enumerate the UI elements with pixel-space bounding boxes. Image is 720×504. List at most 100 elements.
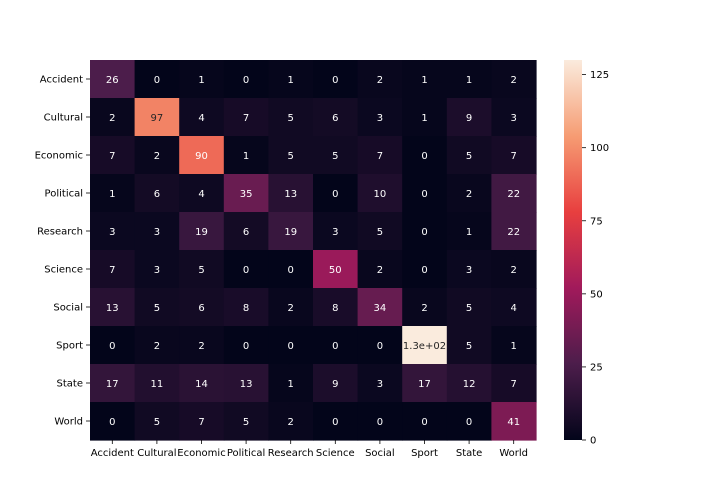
cell-annotation: 26 — [106, 75, 119, 86]
heatmap-cell-science-science — [313, 250, 359, 289]
heatmap-cell-research-sport — [402, 212, 448, 251]
heatmap-cell-research-world — [491, 212, 537, 251]
x-tick-label-economic: Economic — [177, 448, 225, 459]
cell-annotation: 7 — [109, 265, 115, 276]
heatmap-cell-accident-research — [268, 60, 314, 99]
heatmap-cell-world-research — [268, 402, 314, 441]
heatmap-cell-research-social — [357, 212, 403, 251]
heatmap-cell-research-political — [223, 212, 269, 251]
cell-annotation: 1 — [421, 113, 427, 124]
cell-annotation: 0 — [332, 75, 338, 86]
heatmap-cell-economic-accident — [90, 136, 136, 175]
y-tick-label-state: State — [57, 379, 83, 390]
cell-annotation: 7 — [198, 417, 204, 428]
cell-annotation: 2 — [154, 341, 160, 352]
cell-annotation: 19 — [284, 227, 297, 238]
cell-annotation: 5 — [154, 303, 160, 314]
heatmap-cell-economic-research — [268, 136, 314, 175]
cell-annotation: 9 — [466, 113, 472, 124]
heatmap-cell-state-world — [491, 364, 537, 403]
cell-annotation: 22 — [507, 227, 520, 238]
heatmap-cell-accident-accident — [90, 60, 136, 99]
cell-annotation: 4 — [511, 303, 517, 314]
cell-annotation: 1 — [109, 189, 115, 200]
heatmap-cell-cultural-cultural — [134, 98, 180, 137]
cell-annotation: 5 — [466, 341, 472, 352]
heatmap-cell-world-science — [313, 402, 359, 441]
cell-annotation: 6 — [154, 189, 160, 200]
heatmap-cell-social-accident — [90, 288, 136, 327]
colorbar: 0 25 50 75 100 125 — [564, 60, 609, 447]
cell-annotation: 90 — [195, 151, 208, 162]
cell-annotation: 22 — [507, 189, 520, 200]
cell-annotation: 0 — [243, 75, 249, 86]
cell-annotation: 12 — [463, 379, 476, 390]
cell-annotation: 0 — [377, 417, 383, 428]
x-tick-label-cultural: Cultural — [137, 448, 176, 459]
heatmap-cell-research-accident — [90, 212, 136, 251]
cell-annotation: 17 — [106, 379, 119, 390]
heatmap-cell-political-science — [313, 174, 359, 213]
heatmap-cell-accident-political — [223, 60, 269, 99]
cell-annotation: 0 — [466, 417, 472, 428]
colorbar-tick-label: 0 — [590, 436, 596, 447]
heatmap-cell-social-sport — [402, 288, 448, 327]
heatmap-cell-sport-research — [268, 326, 314, 365]
cell-annotation: 2 — [109, 113, 115, 124]
y-tick-label-social: Social — [53, 303, 83, 314]
cell-annotations: 26 0 1 0 1 0 2 1 1 22 97 4 7 5 6 3 1 9 37 2 90 1 5 5 7 0 5 71 6 4 35 13… — [106, 75, 520, 428]
heatmap-cell-economic-cultural — [134, 136, 180, 175]
heatmap-cell-state-cultural — [134, 364, 180, 403]
heatmap-cell-social-cultural — [134, 288, 180, 327]
heatmap-cell-world-world — [491, 402, 537, 441]
cell-annotation: 1 — [198, 75, 204, 86]
heatmap-cell-world-economic — [179, 402, 225, 441]
y-tick-label-political: Political — [45, 189, 83, 200]
y-tick-label-world: World — [54, 417, 83, 428]
cell-annotation: 2 — [198, 341, 204, 352]
heatmap-cell-science-research — [268, 250, 314, 289]
heatmap-cell-accident-sport — [402, 60, 448, 99]
heatmap-cell-research-science — [313, 212, 359, 251]
heatmap-cell-sport-world — [491, 326, 537, 365]
y-tick-label-science: Science — [44, 265, 83, 276]
cell-annotation: 3 — [511, 113, 517, 124]
heatmap-cell-sport-cultural — [134, 326, 180, 365]
heatmap-cell-social-social — [357, 288, 403, 327]
heatmap-cell-economic-social — [357, 136, 403, 175]
cell-annotation: 0 — [332, 341, 338, 352]
cell-annotation: 41 — [507, 417, 520, 428]
cell-annotation: 6 — [198, 303, 204, 314]
heatmap-cell-accident-cultural — [134, 60, 180, 99]
heatmap-cell-research-research — [268, 212, 314, 251]
cell-annotation: 1 — [466, 227, 472, 238]
heatmap-cell-political-sport — [402, 174, 448, 213]
cell-annotation: 13 — [106, 303, 119, 314]
y-tick-label-cultural: Cultural — [44, 113, 83, 124]
heatmap-cell-cultural-sport — [402, 98, 448, 137]
heatmap-cell-political-cultural — [134, 174, 180, 213]
cell-annotation: 5 — [377, 227, 383, 238]
cell-annotation: 0 — [288, 265, 294, 276]
cell-annotation: 5 — [466, 303, 472, 314]
cell-annotation: 5 — [288, 113, 294, 124]
cell-annotation: 2 — [154, 151, 160, 162]
cell-annotation: 14 — [195, 379, 208, 390]
cell-annotation: 2 — [466, 189, 472, 200]
colorbar-tick-label: 125 — [590, 70, 609, 81]
heatmap-cell-sport-sport — [402, 326, 448, 365]
cell-annotation: 0 — [154, 75, 160, 86]
cell-annotation: 7 — [511, 151, 517, 162]
cell-annotation: 19 — [195, 227, 208, 238]
cell-annotation: 3 — [332, 227, 338, 238]
heatmap-cell-economic-political — [223, 136, 269, 175]
cell-annotation: 7 — [511, 379, 517, 390]
heatmap-cell-state-state — [446, 364, 492, 403]
heatmap-cell-social-world — [491, 288, 537, 327]
heatmap-cell-science-world — [491, 250, 537, 289]
heatmap-cell-economic-science — [313, 136, 359, 175]
cell-annotation: 13 — [284, 189, 297, 200]
heatmap-cells — [90, 60, 537, 441]
cell-annotation: 97 — [151, 113, 164, 124]
